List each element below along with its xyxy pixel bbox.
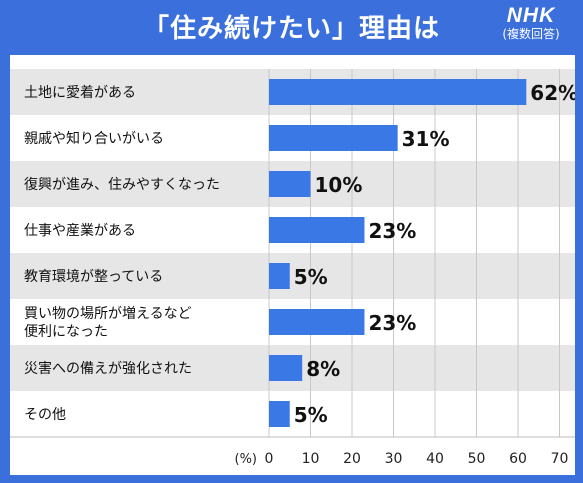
header: 「住み続けたい」理由は NHK (複数回答): [0, 0, 583, 50]
category-label: 災害への備えが強化された: [24, 361, 192, 377]
value-label: 10%: [315, 173, 363, 197]
bar: [269, 125, 398, 151]
bar: [269, 401, 290, 427]
bar: [269, 309, 365, 335]
chart-panel: 土地に愛着がある 62% 親戚や知り合いがいる 31% 復興が進み、住みやすくなった 10…: [10, 55, 575, 475]
category-label: その他: [24, 407, 66, 423]
bar: [269, 217, 365, 243]
tick-label: 60: [509, 451, 527, 467]
value-label: 23%: [368, 219, 416, 243]
tick-label: 50: [468, 451, 486, 467]
tick-label: 0: [265, 451, 274, 467]
nhk-logo-text: NHK: [506, 4, 556, 27]
nhk-logo: NHK (複数回答): [491, 5, 571, 42]
bar: [269, 355, 303, 381]
bar-chart: 土地に愛着がある 62% 親戚や知り合いがいる 31% 復興が進み、住みやすくなった 10…: [10, 69, 575, 467]
tick-label: 20: [343, 451, 361, 467]
value-label: 8%: [306, 357, 340, 381]
category-label: 買い物の場所が増えるなど便利になった: [24, 306, 192, 340]
row-stripe: [10, 253, 575, 299]
category-label: 復興が進み、住みやすくなった: [24, 176, 220, 193]
category-label: 教育環境が整っている: [24, 269, 163, 285]
multiple-answer-note: (複数回答): [502, 27, 560, 41]
tick-label: 40: [426, 451, 444, 467]
x-axis-unit-label: (%): [235, 452, 258, 467]
value-label: 62%: [530, 81, 575, 105]
tick-label: 30: [385, 451, 403, 467]
chart-title: 「住み続けたい」理由は: [142, 14, 440, 44]
category-label: 仕事や産業がある: [24, 223, 136, 239]
category-label: 土地に愛着がある: [24, 85, 136, 101]
value-label: 5%: [294, 265, 328, 289]
value-label: 23%: [368, 311, 416, 335]
bar: [269, 263, 290, 289]
category-label: 親戚や知り合いがいる: [24, 130, 164, 147]
bar: [269, 79, 527, 105]
value-label: 5%: [294, 403, 328, 427]
value-label: 31%: [402, 127, 450, 151]
tick-label: 10: [302, 451, 320, 467]
bar: [269, 171, 311, 197]
tick-label: 70: [551, 451, 569, 467]
